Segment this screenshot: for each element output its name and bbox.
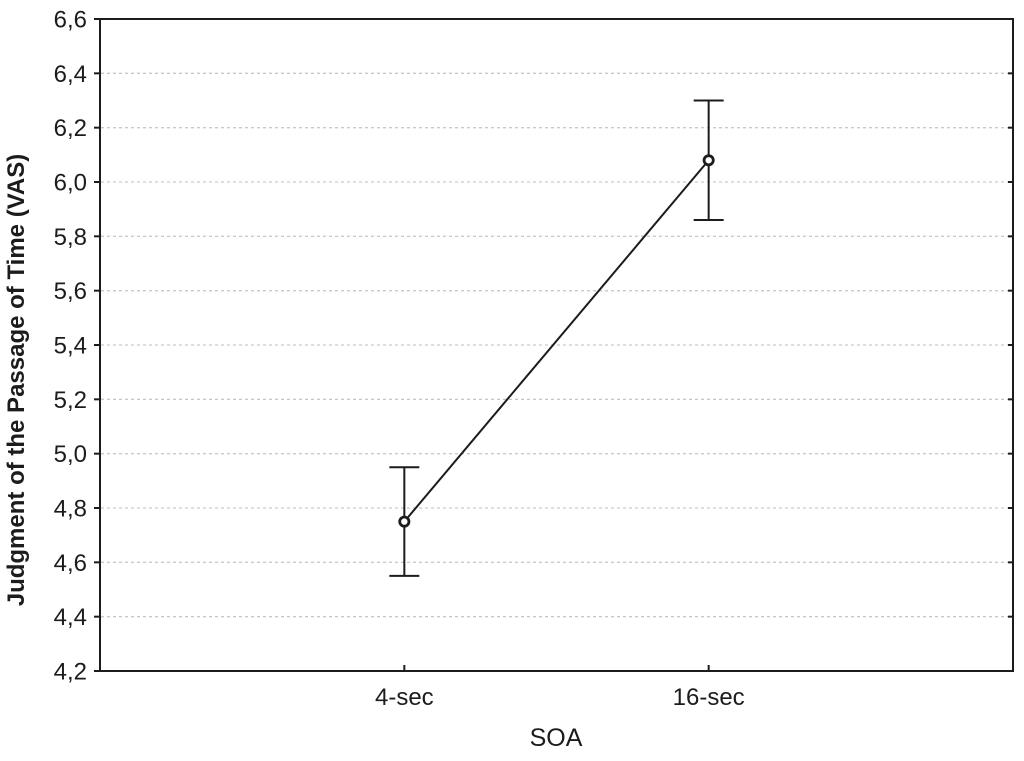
y-tick-label: 5,2 <box>54 387 87 414</box>
chart-render-layer: 6,6 6,4 6,2 6,0 5,8 5,6 5,4 5,2 5,0 4,8 4,6 4,4 4,2 4… <box>54 7 1014 711</box>
y-tick-label: 6,4 <box>54 61 87 88</box>
y-tick-label: 6,6 <box>54 7 87 34</box>
y-tick-label: 4,4 <box>54 604 87 631</box>
y-tick-label: 4,8 <box>54 496 87 523</box>
data-line <box>403 159 710 523</box>
y-tick-label: 5,8 <box>54 224 87 251</box>
y-tick-label: 4,2 <box>54 659 87 686</box>
y-tick-label: 4,6 <box>54 550 87 577</box>
data-point-marker <box>398 515 411 528</box>
plot-frame <box>99 18 1014 672</box>
x-category-label: 4-sec <box>375 684 434 711</box>
y-tick-label: 5,0 <box>54 441 87 468</box>
x-axis-title: SOA <box>530 724 583 752</box>
y-tick-labels: 6,6 6,4 6,2 6,0 5,8 5,6 5,4 5,2 5,0 4,8 4,6 4,4 4,2 <box>54 7 87 686</box>
y-tick-label: 5,4 <box>54 333 87 360</box>
x-category-label: 16-sec <box>673 684 745 711</box>
y-tick-label: 6,0 <box>54 170 87 197</box>
x-ticks-and-labels: 4-sec 16-sec <box>375 665 745 711</box>
data-point-marker <box>702 154 715 167</box>
y-tick-label: 5,6 <box>54 278 87 305</box>
y-gridlines <box>101 72 1012 618</box>
y-tick-label: 6,2 <box>54 115 87 142</box>
y-axis-title: Judgment of the Passage of Time (VAS) <box>3 154 30 607</box>
